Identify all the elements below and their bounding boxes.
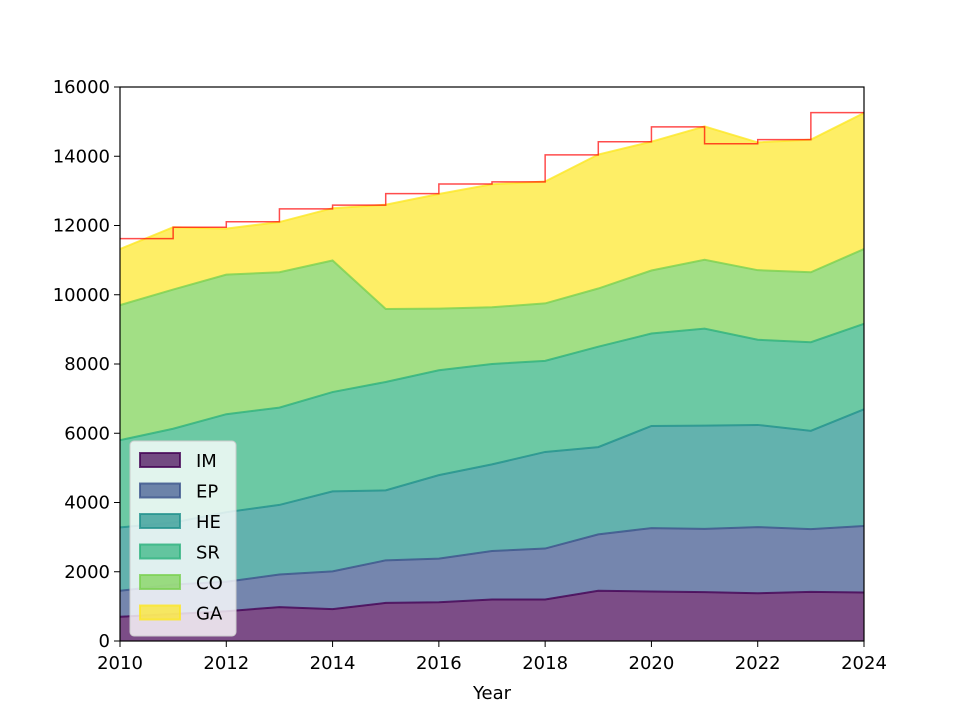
area-im (120, 590, 864, 641)
x-tick-label: 2018 (522, 653, 568, 674)
y-axis-ticks: 0 2000 4000 6000 8000 10000 12000 14000 16000 (53, 77, 120, 652)
y-tick-label: 0 (99, 631, 110, 652)
legend-label-sr: SR (196, 543, 220, 564)
legend-label-he: HE (196, 512, 221, 533)
y-tick-label: 8000 (64, 354, 110, 375)
legend-label-co: CO (196, 573, 223, 594)
y-tick-label: 12000 (53, 216, 110, 237)
area-he (120, 409, 864, 591)
y-tick-label: 16000 (53, 77, 110, 98)
legend-label-ga: GA (196, 604, 223, 625)
area-ep (120, 526, 864, 617)
x-tick-label: 2014 (310, 653, 356, 674)
legend-label-ep: EP (196, 482, 218, 503)
area-edge-im (119, 589, 865, 618)
x-tick-label: 2024 (841, 653, 887, 674)
step-line-layer (120, 111, 864, 240)
y-tick-label: 6000 (64, 423, 110, 444)
area-edge-sr (119, 322, 865, 442)
y-tick-label: 14000 (53, 146, 110, 167)
area-ga (120, 112, 864, 309)
area-co (120, 249, 864, 441)
x-tick-label: 2016 (416, 653, 462, 674)
y-tick-label: 4000 (64, 493, 110, 514)
legend-swatch-im (139, 452, 181, 468)
x-tick-label: 2010 (97, 653, 143, 674)
legend-swatch-sr (139, 543, 181, 560)
legend: IM EP HE SR CO GA (129, 440, 237, 637)
x-tick-label: 2022 (735, 653, 781, 674)
legend-swatch-ep (139, 482, 181, 499)
y-tick-label: 2000 (64, 562, 110, 583)
y-tick-label: 10000 (53, 285, 110, 306)
area-edges (119, 112, 865, 618)
area-edge-he (119, 408, 865, 529)
legend-swatch-ga (139, 604, 181, 621)
x-tick-label: 2012 (203, 653, 249, 674)
area-layers (120, 112, 864, 641)
x-tick-label: 2020 (629, 653, 675, 674)
legend-swatch-co (139, 574, 181, 590)
area-edge-ep (119, 525, 865, 592)
area-sr (120, 323, 864, 528)
legend-label-im: IM (196, 451, 217, 472)
x-axis-title: Year (472, 683, 512, 704)
legend-swatch-he (139, 513, 181, 529)
x-axis-ticks: 2010 2012 2014 2016 2018 2020 2022 2024 (97, 641, 887, 674)
area-edge-co (119, 248, 865, 310)
step-line (120, 111, 864, 240)
